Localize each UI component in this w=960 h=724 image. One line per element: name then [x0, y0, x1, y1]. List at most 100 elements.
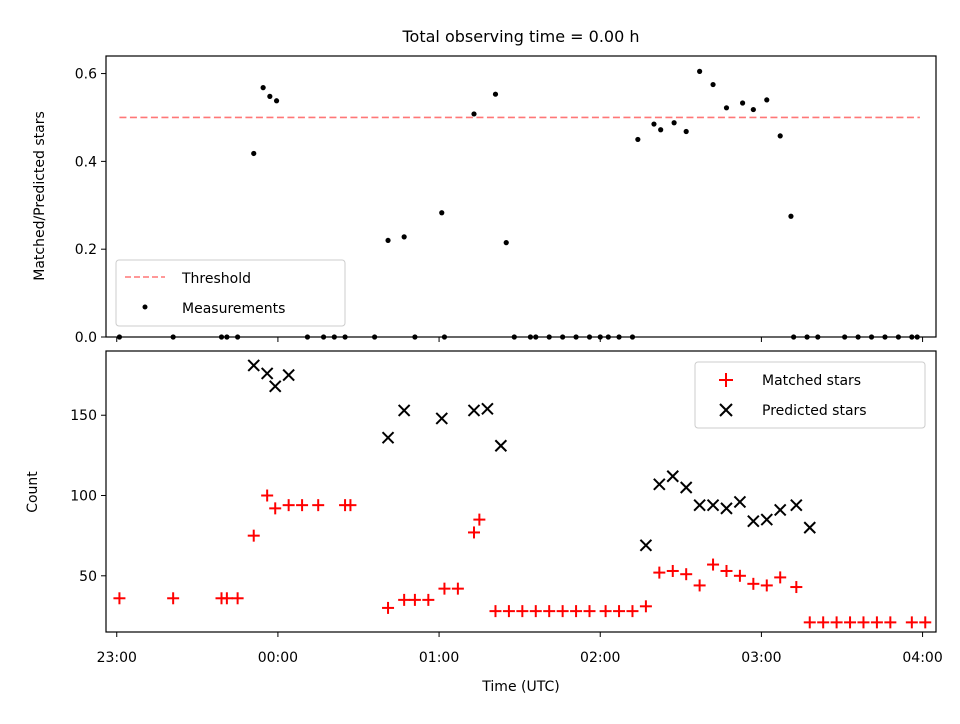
matched-star-point [529, 605, 542, 618]
predicted-star-point [269, 380, 282, 393]
predicted-star-point [481, 402, 494, 416]
predicted-star-point [666, 470, 679, 483]
matched-star-point [382, 601, 395, 614]
matched-star-point [613, 605, 626, 618]
bottom-y-axis-label: Count [25, 471, 41, 513]
matched-star-point [760, 579, 773, 592]
matched-star-point [556, 605, 569, 618]
matched-star-point [693, 579, 706, 592]
matched-star-point [543, 605, 556, 618]
measurement-point [683, 128, 689, 135]
matched-star-point [905, 616, 918, 629]
top-title: Total observing time = 0.00 h [401, 27, 639, 46]
top-legend: Threshold Measurements [115, 259, 346, 327]
bottom-x-tick-label: 01:00 [419, 650, 459, 666]
matched-star-point [502, 605, 515, 618]
bottom-y-tick-label: 150 [70, 408, 97, 424]
matched-star-point [747, 577, 760, 590]
bottom-legend-box [694, 361, 926, 429]
predicted-star-point [639, 539, 653, 552]
predicted-star-point [381, 431, 395, 444]
measurement-point [658, 127, 664, 133]
measurement-point [267, 93, 273, 99]
matched-star-point [312, 499, 325, 512]
top-plot-area [116, 68, 920, 340]
predicted-star-point [747, 514, 760, 528]
predicted-star-point [397, 404, 411, 417]
matched-star-point [884, 616, 897, 629]
matched-star-point [261, 489, 274, 502]
top-y-tick-label: 0.6 [75, 67, 97, 83]
matched-star-point [296, 499, 309, 512]
predicted-star-point [773, 503, 787, 517]
measurement-point [697, 68, 703, 74]
measurement-point [750, 106, 756, 113]
matched-star-point [817, 616, 830, 629]
predicted-star-point [693, 498, 706, 512]
matched-star-point [626, 605, 639, 618]
predicted-star-point [679, 481, 693, 494]
matched-star-point [451, 582, 464, 595]
measurement-point [471, 111, 477, 117]
measurement-point [385, 237, 391, 244]
bottom-x-tick-label: 02:00 [580, 650, 620, 666]
matched-star-point [231, 592, 244, 605]
measurement-point [439, 210, 445, 216]
bottom-plot-area [113, 359, 932, 629]
predicted-star-point [803, 521, 816, 534]
matched-star-point [282, 499, 295, 512]
measurement-point [273, 98, 280, 104]
measurement-point [401, 234, 407, 240]
matched-star-point [344, 499, 357, 512]
top-legend-box [115, 259, 346, 327]
matched-star-point [467, 526, 480, 539]
predicted-star-point [760, 513, 773, 526]
matched-star-point [247, 529, 260, 542]
matched-star-point [830, 616, 843, 629]
predicted-star-point [720, 502, 733, 515]
matched-star-point [653, 566, 666, 579]
matched-star-point [516, 605, 529, 618]
measurement-point [777, 133, 783, 139]
bottom-x-tick-label: 03:00 [741, 650, 781, 666]
measurement-point [740, 100, 746, 106]
matched-star-point [422, 593, 435, 606]
matched-star-point [473, 513, 486, 526]
matched-star-point [857, 616, 870, 629]
top-y-axis-label: Matched/Predicted stars [32, 111, 48, 281]
bottom-x-tick-label: 00:00 [258, 650, 298, 666]
top-y-tick-label: 0.0 [75, 330, 97, 346]
measurement-point [260, 85, 266, 91]
predicted-star-point [467, 404, 481, 417]
legend-measurements-swatch [142, 304, 148, 310]
measurement-point [723, 105, 730, 111]
bottom-legend: Matched stars Predicted stars [694, 361, 926, 429]
predicted-star-point [706, 498, 720, 512]
predicted-star-point [494, 439, 508, 452]
predicted-star-point [790, 498, 803, 512]
measurement-point [788, 213, 794, 219]
bottom-y-tick-label: 50 [79, 569, 97, 585]
bottom-y-axis: 50 100 150 [70, 408, 106, 585]
matched-star-point [774, 571, 787, 584]
bottom-x-tick-label: 04:00 [902, 650, 942, 666]
matched-star-point [919, 616, 932, 629]
measurement-point [764, 97, 770, 103]
matched-star-point [707, 558, 720, 571]
predicted-star-point [282, 368, 295, 382]
top-y-tick-label: 0.2 [75, 242, 97, 258]
measurement-point [710, 81, 716, 88]
matched-star-point [269, 502, 282, 515]
matched-star-point [113, 592, 126, 605]
top-axes-frame [105, 55, 937, 338]
matched-star-point [167, 592, 180, 605]
matched-star-point [438, 582, 451, 595]
predicted-star-point [435, 412, 448, 425]
matched-star-point [489, 605, 502, 618]
bottom-x-tick-label: 23:00 [97, 650, 137, 666]
top-y-tick-label: 0.4 [75, 154, 97, 170]
measurement-point [635, 136, 641, 143]
measurement-point [492, 91, 499, 97]
